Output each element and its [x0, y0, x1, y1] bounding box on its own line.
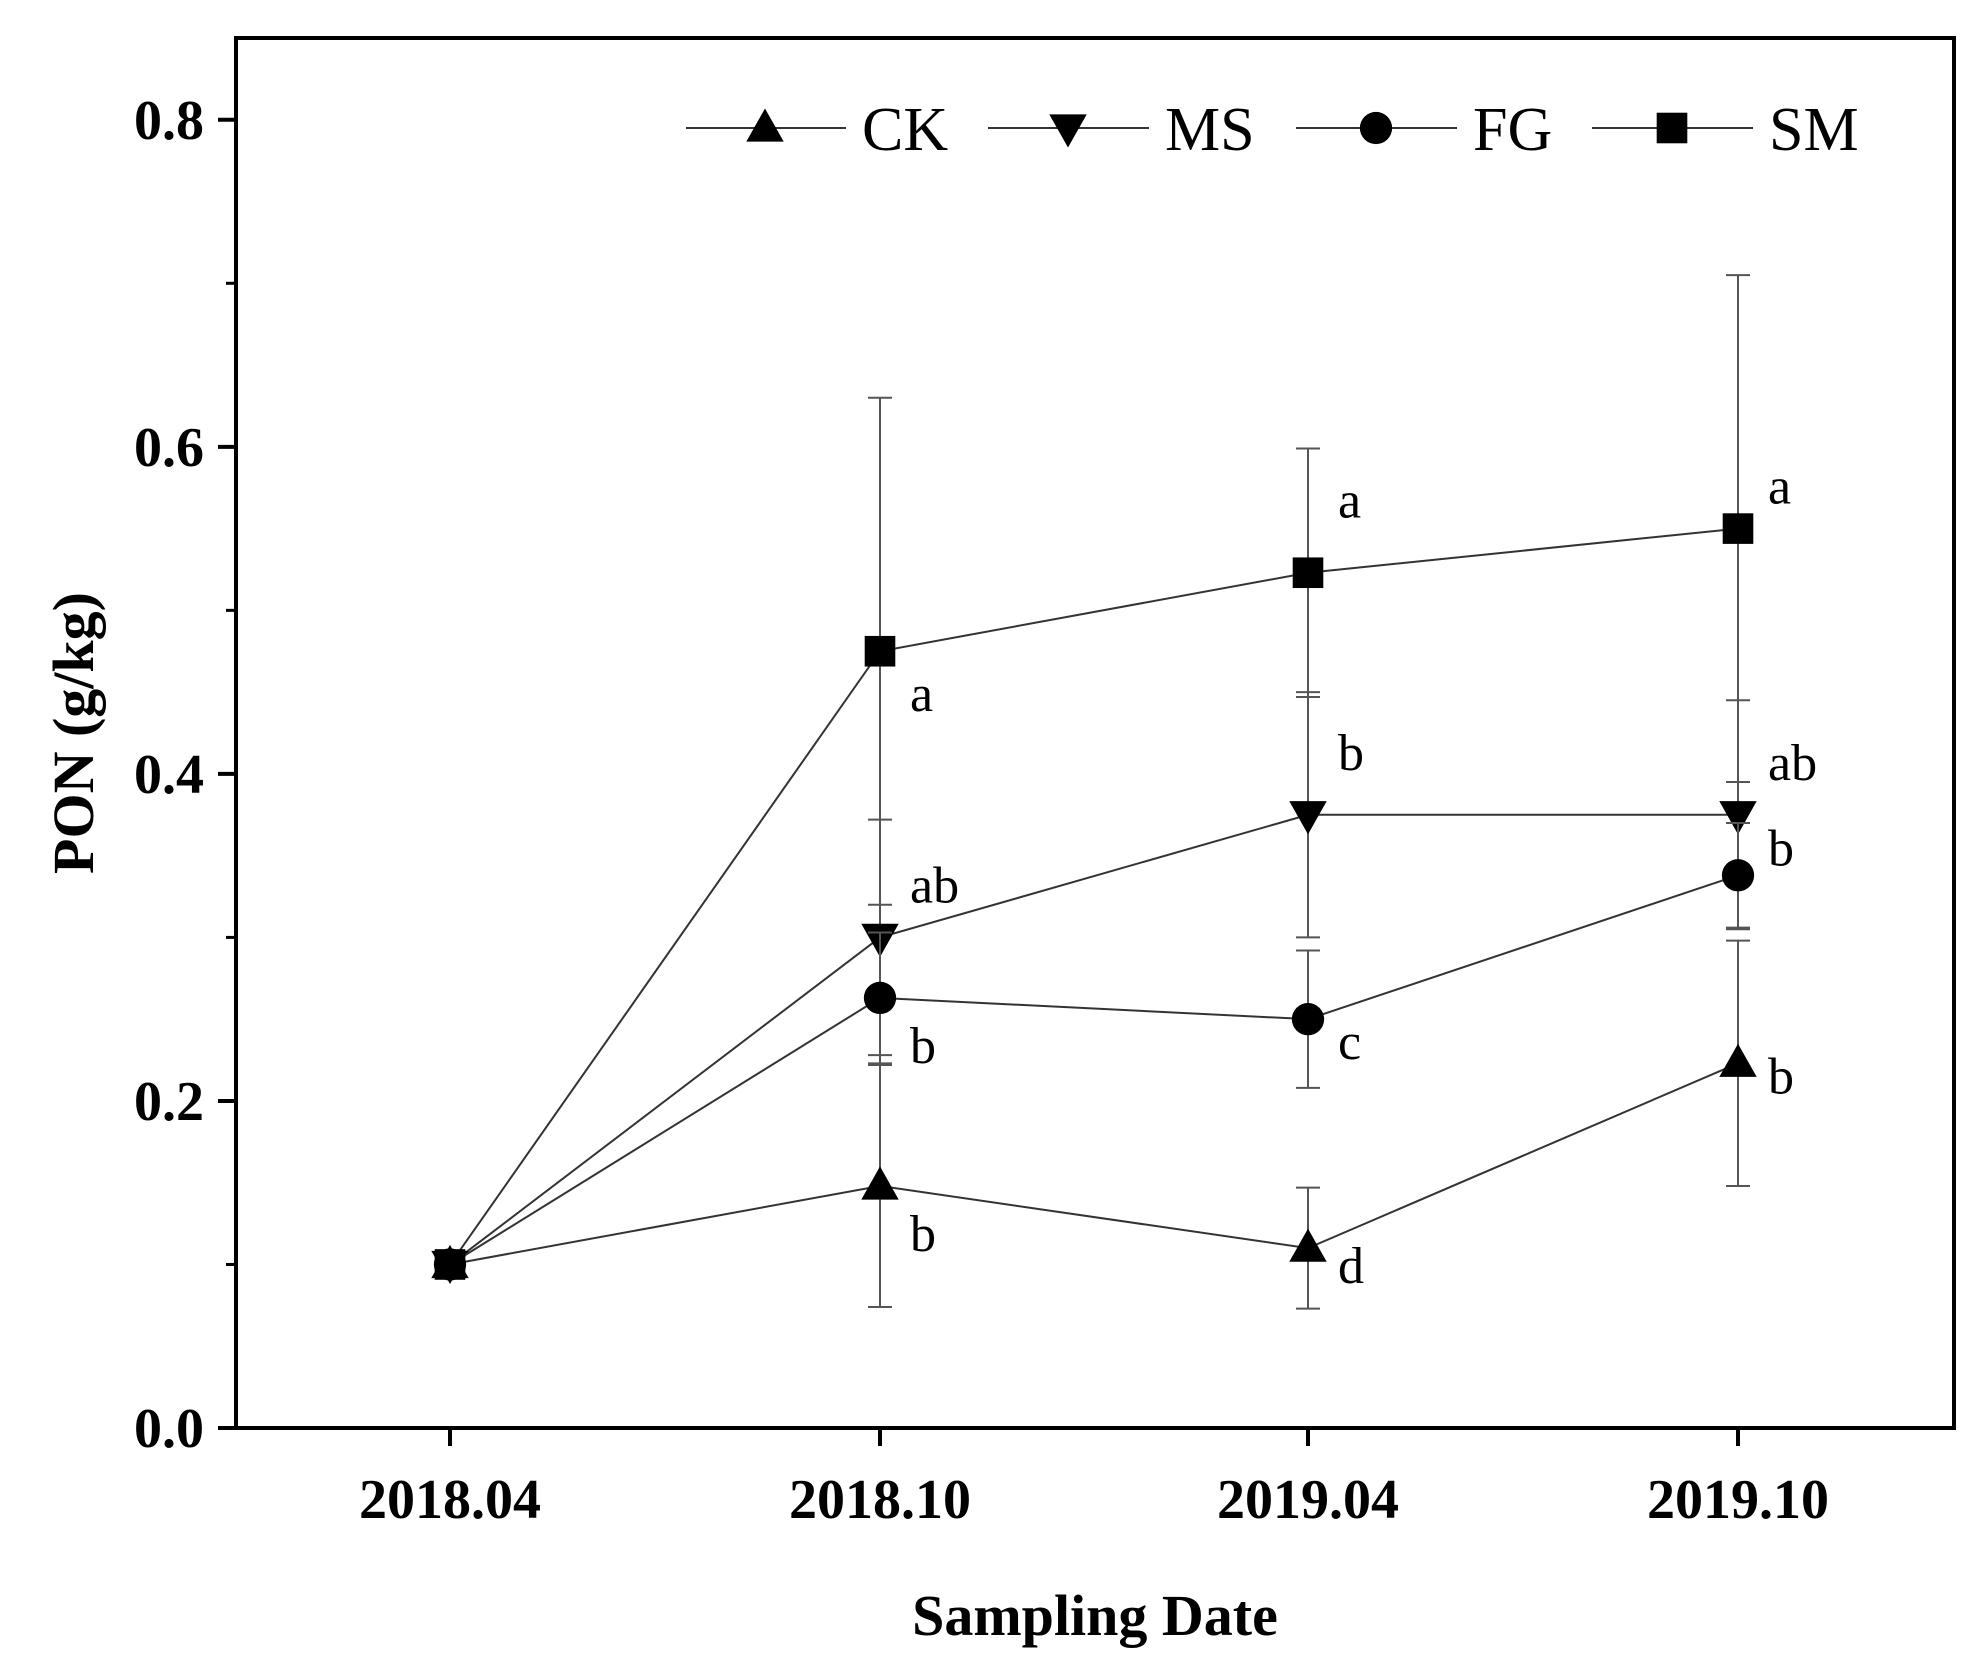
- legend-label: FG: [1473, 96, 1552, 164]
- y-tick-label: 0.6: [134, 417, 204, 479]
- y-tick-label: 0.2: [134, 1071, 204, 1133]
- data-point: [1292, 557, 1324, 589]
- legend: CK MS FG SM: [686, 96, 1859, 164]
- significance-letter: a: [1768, 459, 1791, 516]
- legend-label: CK: [862, 96, 948, 164]
- legend-item-fg: FG: [1296, 96, 1552, 164]
- data-point: [864, 635, 896, 667]
- data-point: [1289, 1228, 1327, 1262]
- legend-marker: [1656, 112, 1688, 144]
- y-axis-title: PON (g/kg): [41, 592, 106, 874]
- series-line: [449, 527, 1739, 1266]
- legend-marker: [746, 108, 784, 142]
- data-point: [1289, 801, 1327, 835]
- y-tick-label: 0.0: [134, 1398, 204, 1460]
- x-tick-label: 2019.10: [1647, 1469, 1829, 1531]
- series-line: [449, 1062, 1739, 1266]
- legend-item-sm: SM: [1592, 96, 1859, 164]
- significance-letter: a: [1338, 473, 1361, 530]
- significance-letter: b: [910, 1018, 936, 1075]
- axes-layer: 0.0 0.2 0.4 0.6 0.8 2018.04 2018.10 2019.04 2019…: [134, 90, 1829, 1531]
- legend-marker: [1359, 111, 1393, 145]
- series-line: [449, 874, 1739, 1266]
- significance-letter: b: [1768, 820, 1794, 877]
- significance-letter: b: [1768, 1048, 1794, 1105]
- series-line: [449, 813, 1738, 1266]
- legend-label: SM: [1769, 96, 1859, 164]
- series-sm: a a a: [434, 274, 1791, 1280]
- y-tick-label: 0.8: [134, 90, 204, 152]
- legend-item-ck: CK: [686, 96, 948, 164]
- data-point: [1291, 1003, 1325, 1036]
- x-axis-title: Sampling Date: [912, 1583, 1278, 1648]
- significance-letter: c: [1338, 1014, 1361, 1071]
- data-point: [1721, 859, 1755, 892]
- data-point: [434, 1249, 466, 1280]
- x-tick-label: 2018.04: [359, 1469, 541, 1531]
- legend-label: MS: [1165, 96, 1255, 164]
- data-point: [1722, 513, 1754, 544]
- series-layer: b d b ab b ab b c b a a a: [431, 274, 1817, 1310]
- significance-letter: d: [1338, 1238, 1364, 1295]
- data-point: [861, 1166, 899, 1200]
- significance-letter: b: [910, 1206, 936, 1263]
- significance-letter: b: [1338, 725, 1364, 782]
- significance-letter: a: [910, 666, 933, 723]
- significance-letter: ab: [1768, 735, 1817, 792]
- y-tick-label: 0.4: [134, 744, 204, 806]
- x-tick-label: 2019.04: [1217, 1469, 1399, 1531]
- legend-marker: [1049, 114, 1087, 148]
- legend-item-ms: MS: [988, 96, 1255, 164]
- significance-letter: ab: [910, 857, 959, 914]
- data-point: [1719, 801, 1757, 835]
- data-point: [1719, 1043, 1757, 1077]
- data-point: [863, 981, 897, 1015]
- x-tick-label: 2018.10: [789, 1469, 971, 1531]
- plot-frame: [234, 36, 1956, 1430]
